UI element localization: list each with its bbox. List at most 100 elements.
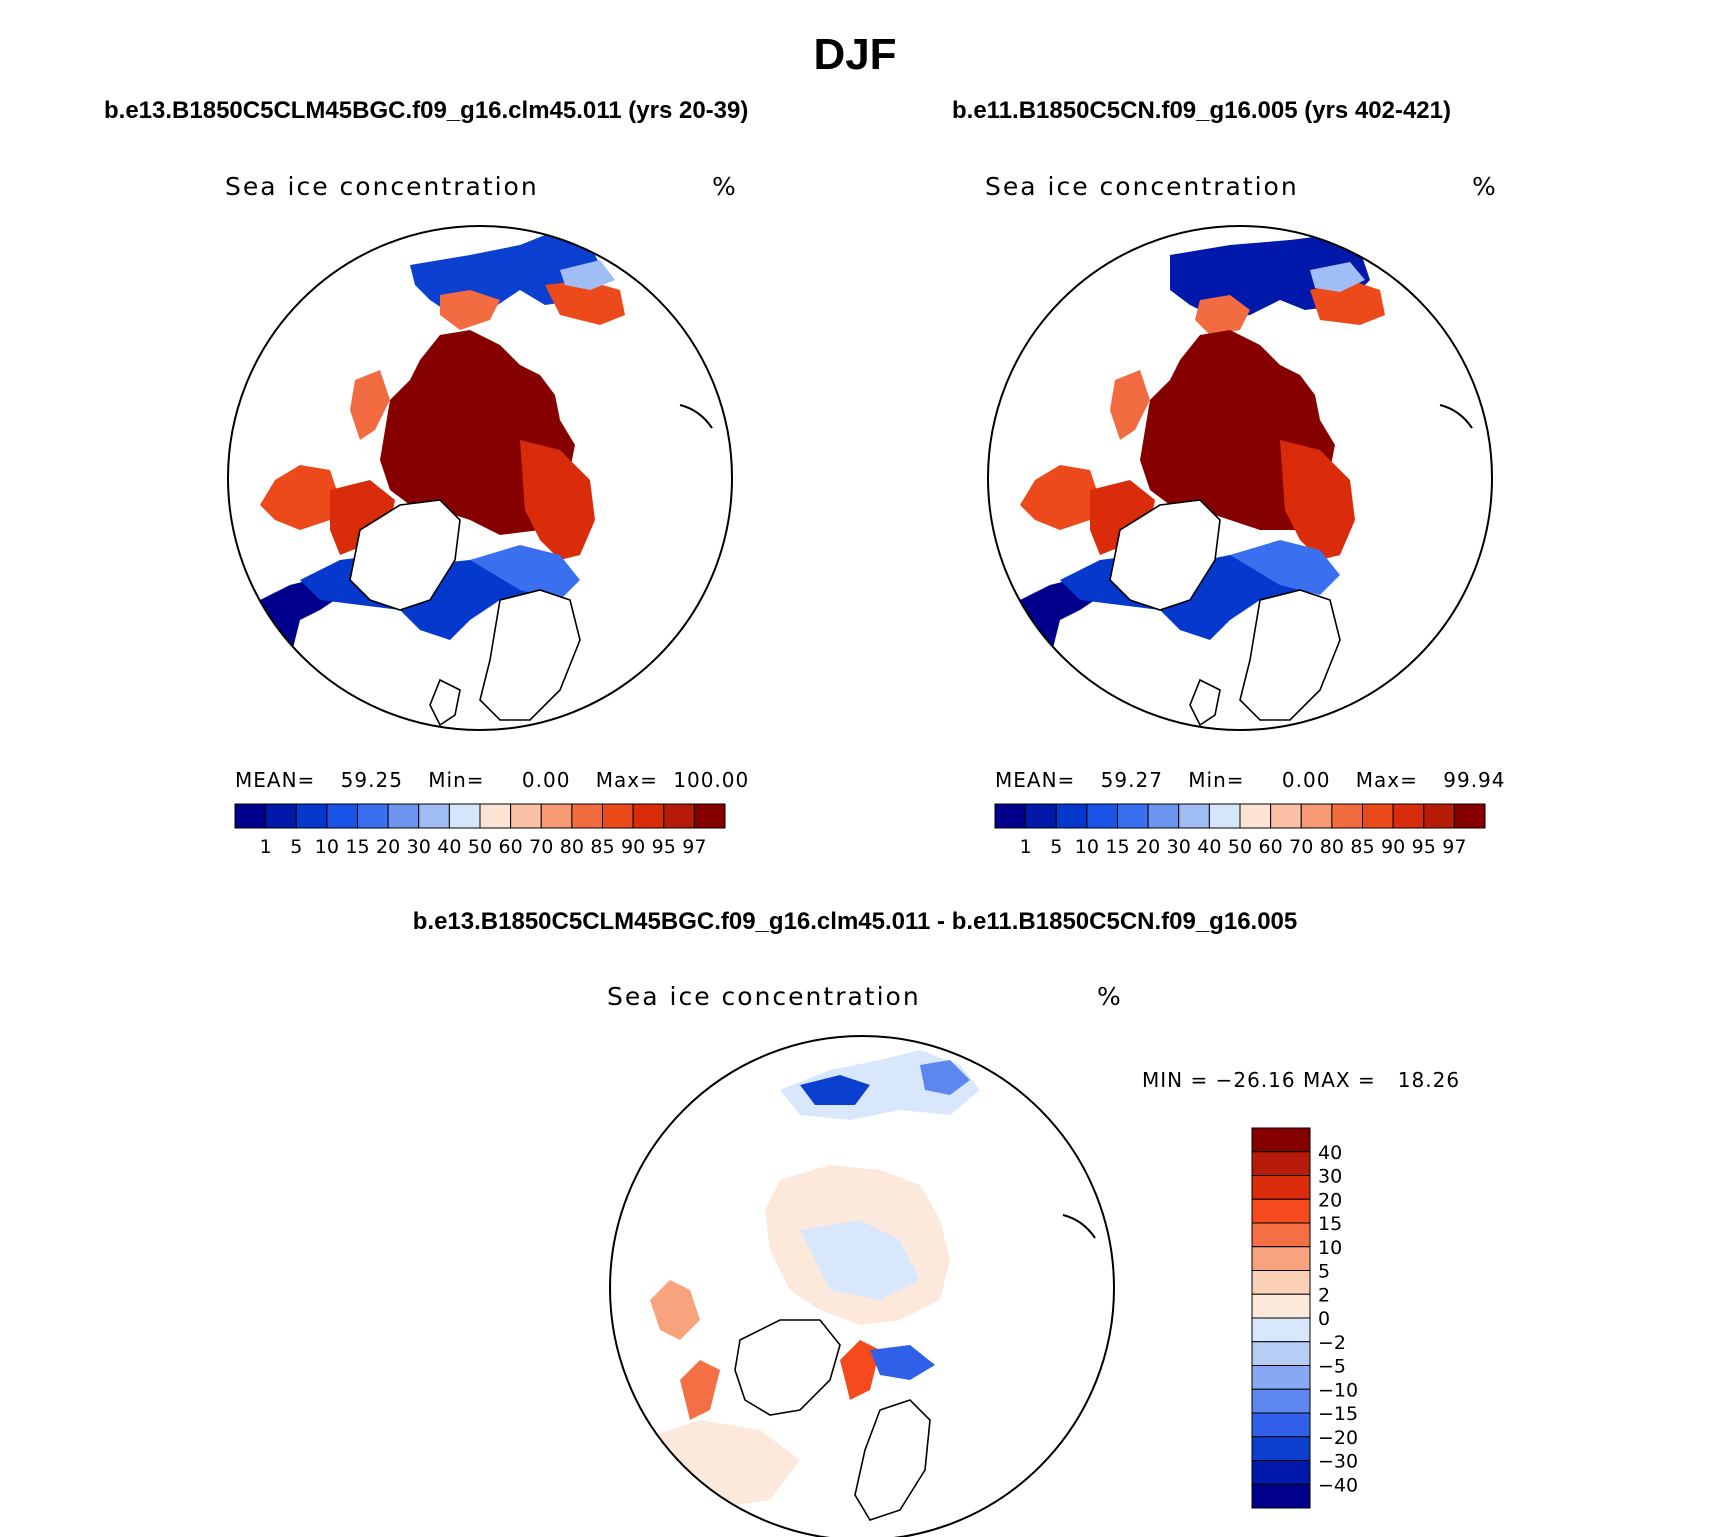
diff-colorbar-swatch (1251, 1341, 1311, 1366)
panel-1-colorbar-label: 15 (345, 836, 369, 858)
panel-2-case-title: b.e11.B1850C5CN.f09_g16.005 (yrs 402-421… (952, 97, 1451, 124)
diff-colorbar-swatch (1251, 1293, 1311, 1319)
diff-colorbar-swatch (1251, 1175, 1311, 1200)
panel-1-colorbar-swatch (357, 803, 389, 829)
panel-2-colorbar-label: 70 (1289, 836, 1313, 858)
diff-minmax: MIN = −26.16 MAX = 18.26 (1142, 1068, 1461, 1092)
diff-colorbar-swatch (1251, 1460, 1311, 1485)
diff-colorbar-swatch (1251, 1222, 1311, 1248)
diff-colorbar-swatch (1251, 1198, 1311, 1224)
panel-1-case-title: b.e13.B1850C5CLM45BGC.f09_g16.clm45.011 … (104, 97, 749, 124)
panel-2-max-label: Max= (1355, 768, 1418, 792)
panel-2-colorbar-label: 5 (1050, 836, 1062, 858)
panel-2-colorbar-label: 60 (1259, 836, 1283, 858)
diff-colorbar-swatch (1251, 1246, 1311, 1271)
diff-colorbar-swatch (1251, 1151, 1311, 1176)
diff-colorbar-label: 0 (1318, 1308, 1330, 1330)
panel-1-colorbar-swatch (693, 803, 726, 829)
panel-1-colorbar-label: 40 (437, 836, 461, 858)
panel-2-stats: MEAN= 59.27 Min= 0.00 Max= 99.94 (995, 768, 1506, 792)
panel-1-colorbar-label: 5 (290, 836, 302, 858)
diff-colorbar-label: −2 (1318, 1332, 1346, 1354)
panel-2-colorbar-swatch (1392, 803, 1425, 829)
panel-2-colorbar-swatch (1208, 803, 1241, 829)
panel-2-colorbar-swatch (1055, 803, 1088, 829)
panel-2-colorbar-swatch (1300, 803, 1333, 829)
panel-2-colorbar-swatch (1362, 803, 1394, 829)
diff-colorbar-swatch (1251, 1365, 1311, 1390)
panel-2-colorbar-label: 90 (1381, 836, 1405, 858)
diff-units-label: % (1097, 982, 1123, 1011)
diff-colorbar-swatch (1251, 1127, 1311, 1153)
diff-colorbar-label: 30 (1318, 1166, 1342, 1188)
diff-colorbar-label: −20 (1318, 1427, 1358, 1449)
panel-2-colorbar-swatch (1270, 803, 1302, 829)
panel-1-min-label: Min= (428, 768, 485, 792)
panel-2-max-value: 99.94 (1443, 768, 1506, 792)
panel-2-colorbar-swatch (1453, 803, 1486, 829)
diff-colorbar-swatch (1251, 1317, 1311, 1343)
panel-1-colorbar-label: 85 (590, 836, 614, 858)
panel-1-colorbar-label: 10 (315, 836, 339, 858)
diff-colorbar-label: 10 (1318, 1237, 1342, 1259)
diff-colorbar-label: 40 (1318, 1142, 1342, 1164)
diff-colorbar-swatch (1251, 1412, 1311, 1438)
diff-variable-label: Sea ice concentration (607, 982, 921, 1011)
panel-1-max-value: 100.00 (673, 768, 750, 792)
panel-1-colorbar-swatch (326, 803, 358, 829)
panel-1-mean-label: MEAN= (235, 768, 316, 792)
page-title: DJF (813, 30, 897, 79)
panel-2-min-label: Min= (1188, 768, 1245, 792)
panel-1-colorbar-label: 30 (407, 836, 431, 858)
panel-1-colorbar-swatch (418, 803, 450, 829)
diff-colorbar-swatch (1251, 1270, 1311, 1295)
panel-2-colorbar-label: 97 (1442, 836, 1466, 858)
panel-1-colorbar-label: 70 (529, 836, 553, 858)
panel-2-colorbar-swatch (1331, 803, 1363, 829)
panel-1-colorbar-label: 50 (468, 836, 492, 858)
panel-1-variable-label: Sea ice concentration (225, 172, 539, 201)
panel-1-colorbar-swatch (295, 803, 328, 829)
panel-2-colorbar-label: 1 (1020, 836, 1032, 858)
panel-1-units-label: % (712, 172, 738, 201)
panel-1-colorbar-swatch (479, 803, 512, 829)
diff-case-title: b.e13.B1850C5CLM45BGC.f09_g16.clm45.011 … (412, 908, 1298, 935)
panel-2-mean-label: MEAN= (995, 768, 1076, 792)
diff-colorbar-label: 15 (1318, 1213, 1342, 1235)
panel-1-colorbar-label: 95 (652, 836, 676, 858)
panel-1-colorbar-label: 60 (499, 836, 523, 858)
panel-1-min-value: 0.00 (521, 768, 571, 792)
panel-2-colorbar-swatch (994, 803, 1027, 829)
panel-2-colorbar-swatch (1147, 803, 1180, 829)
diff-colorbar-label: −30 (1318, 1451, 1358, 1473)
panel-2-colorbar-label: 20 (1136, 836, 1160, 858)
panel-1-colorbar-swatch (234, 803, 267, 829)
panel-1-mean-value: 59.25 (340, 768, 403, 792)
panel-2-mean-value: 59.27 (1100, 768, 1163, 792)
panel-2-colorbar-label: 80 (1320, 836, 1344, 858)
diff-colorbar-label: 2 (1318, 1284, 1330, 1306)
panel-1-colorbar-label: 90 (621, 836, 645, 858)
panel-2-colorbar-label: 30 (1167, 836, 1191, 858)
panel-1-colorbar-swatch (510, 803, 542, 829)
diff-colorbar-label: −15 (1318, 1403, 1358, 1425)
diff-colorbar-label: 5 (1318, 1261, 1330, 1283)
panel-1-colorbar-swatch (540, 803, 573, 829)
panel-1-colorbar-swatch (602, 803, 634, 829)
panel-2-colorbar-label: 95 (1412, 836, 1436, 858)
panel-2-colorbar-label: 10 (1075, 836, 1099, 858)
diff-colorbar-swatch (1251, 1388, 1311, 1414)
diff-colorbar-label: −5 (1318, 1356, 1346, 1378)
panel-1-colorbar-label: 80 (560, 836, 584, 858)
panel-2-variable-label: Sea ice concentration (985, 172, 1299, 201)
diff-colorbar-label: 20 (1318, 1189, 1342, 1211)
panel-1-stats: MEAN= 59.25 Min= 0.00 Max= 100.00 (235, 768, 749, 792)
panel-2-colorbar-label: 15 (1105, 836, 1129, 858)
panel-2-units-label: % (1472, 172, 1498, 201)
